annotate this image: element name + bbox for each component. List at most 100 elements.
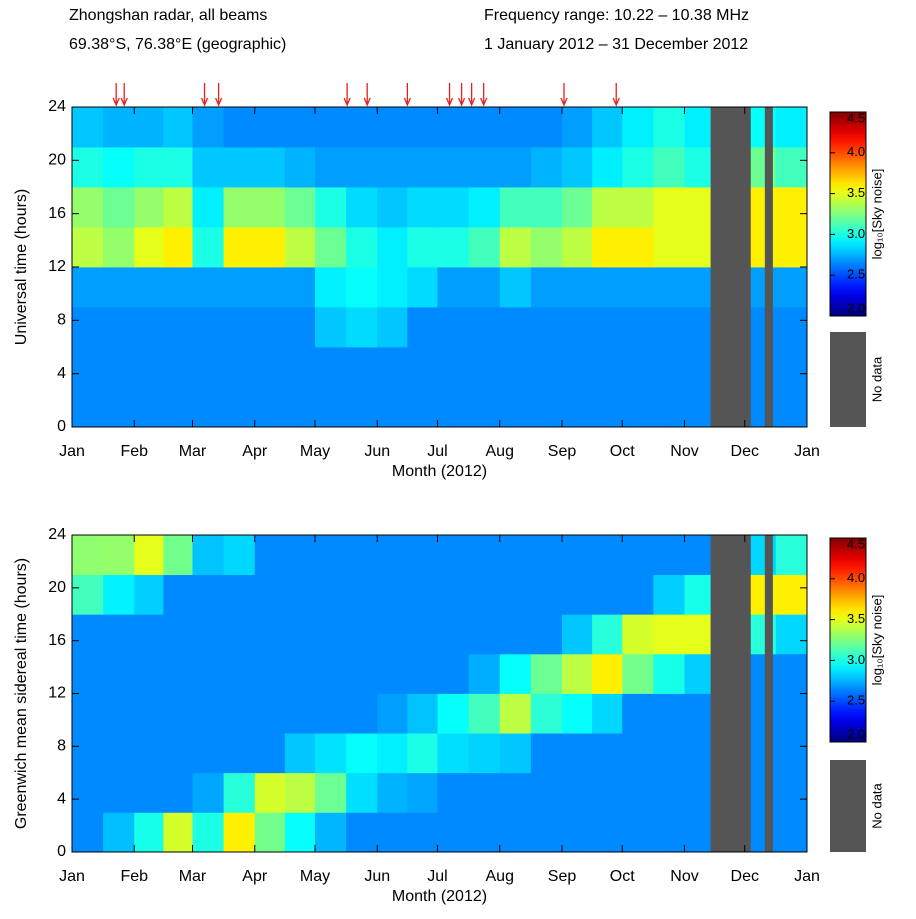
x-tick-label: Jan xyxy=(59,868,85,885)
colorbar-tick-label: 4.0 xyxy=(847,570,865,585)
y-tick-label: 20 xyxy=(48,152,66,169)
heatmap-cell xyxy=(530,227,563,268)
heatmap-cell xyxy=(377,693,408,734)
y-tick-label: 8 xyxy=(57,738,66,755)
heatmap-cell xyxy=(468,733,501,774)
heatmap-cell xyxy=(653,653,685,694)
heatmap-cell xyxy=(254,187,286,228)
heatmap-cell xyxy=(468,347,501,388)
heatmap-cell xyxy=(530,614,563,655)
heatmap-cell xyxy=(499,227,532,268)
heatmap-cell xyxy=(346,107,378,148)
heatmap-cell xyxy=(562,733,593,774)
heatmap-cell xyxy=(562,614,593,655)
colorbar-tick-label: 3.5 xyxy=(847,185,865,200)
heatmap-cell xyxy=(254,227,286,268)
heatmap-cell xyxy=(103,187,135,228)
heatmap-cell xyxy=(468,187,501,228)
heatmap-cell xyxy=(103,387,135,428)
x-tick-label: Jan xyxy=(794,868,820,885)
heatmap-cell xyxy=(192,693,225,734)
heatmap-cell xyxy=(499,267,532,308)
heatmap-cell xyxy=(530,653,563,694)
y-tick-label: 16 xyxy=(48,632,66,649)
colorbar-tick-label: 2.5 xyxy=(847,267,865,282)
heatmap-cell xyxy=(103,574,135,615)
heatmap-cell xyxy=(684,147,716,188)
heatmap-cell xyxy=(134,347,164,388)
heatmap-cell xyxy=(468,147,501,188)
heatmap-cell xyxy=(377,387,408,428)
heatmap-cell xyxy=(684,733,716,774)
no-data-region xyxy=(764,535,773,852)
heatmap-cell xyxy=(684,347,716,388)
heatmap-cell xyxy=(223,267,256,308)
x-tick-label: Apr xyxy=(242,443,268,460)
heatmap-cell xyxy=(103,653,135,694)
event-arrow xyxy=(215,83,223,107)
heatmap-cell xyxy=(377,307,408,348)
heatmap-cell xyxy=(163,772,193,813)
heatmap-cell xyxy=(72,147,104,188)
no-data-label: No data xyxy=(869,356,884,402)
heatmap-cell xyxy=(530,347,563,388)
heatmap-cell xyxy=(407,347,438,388)
heatmap-cell xyxy=(622,227,654,268)
heatmap-cell xyxy=(284,227,316,268)
header-left-2: 69.38°S, 76.38°E (geographic) xyxy=(69,36,286,53)
heatmap-cell xyxy=(562,307,593,348)
heatmap-cell xyxy=(134,107,164,148)
event-arrow xyxy=(445,83,454,107)
heatmap-cell xyxy=(592,147,623,188)
heatmap-cell xyxy=(562,653,593,694)
heatmap-cell xyxy=(72,535,104,576)
no-data-swatch xyxy=(830,332,866,427)
heatmap-cell xyxy=(562,812,593,853)
no-data-label: No data xyxy=(869,782,884,828)
heatmap-cell xyxy=(592,387,623,428)
heatmap-cell xyxy=(377,812,408,853)
heatmap-cell xyxy=(622,267,654,308)
heatmap-cell xyxy=(223,107,256,148)
heatmap-cell xyxy=(407,693,438,734)
x-tick-label: May xyxy=(300,868,330,885)
heatmap-cell xyxy=(223,535,256,576)
heatmap-cell xyxy=(468,387,501,428)
heatmap-cell xyxy=(622,812,654,853)
x-tick-label: Feb xyxy=(120,868,148,885)
y-tick-label: 24 xyxy=(48,98,66,115)
heatmap-cell xyxy=(437,614,470,655)
x-tick-label: Jul xyxy=(427,868,447,885)
heatmap-cell xyxy=(163,387,193,428)
x-tick-label: Mar xyxy=(179,443,207,460)
heatmap-cell xyxy=(72,267,104,308)
heatmap-cell xyxy=(134,653,164,694)
heatmap-cell xyxy=(562,267,593,308)
heatmap-cell xyxy=(377,107,408,148)
heatmap-cell xyxy=(163,614,193,655)
event-arrow xyxy=(468,83,476,107)
heatmap-cell xyxy=(622,693,654,734)
y-tick-label: 4 xyxy=(57,790,66,807)
heatmap-cell xyxy=(103,147,135,188)
colorbar-tick-label: 2.0 xyxy=(847,726,865,741)
heatmap-cell xyxy=(284,653,316,694)
heatmap-cell xyxy=(468,307,501,348)
event-arrow xyxy=(343,83,351,107)
heatmap-cell xyxy=(134,772,164,813)
heatmap-cell xyxy=(223,347,256,388)
heatmap-cell xyxy=(103,107,135,148)
heatmap-cell xyxy=(684,535,716,576)
heatmap-cell xyxy=(775,267,808,308)
heatmap-cell xyxy=(499,812,532,853)
heatmap-cell xyxy=(622,147,654,188)
heatmap-cell xyxy=(407,614,438,655)
heatmap-cell xyxy=(775,693,808,734)
heatmap-cell xyxy=(562,107,593,148)
heatmap-cell xyxy=(346,535,378,576)
header-right-2: 1 January 2012 – 31 December 2012 xyxy=(484,36,748,53)
x-tick-label: Nov xyxy=(670,868,698,885)
heatmap-cell xyxy=(163,574,193,615)
heatmap-cell xyxy=(103,347,135,388)
heatmap-cell xyxy=(223,307,256,348)
